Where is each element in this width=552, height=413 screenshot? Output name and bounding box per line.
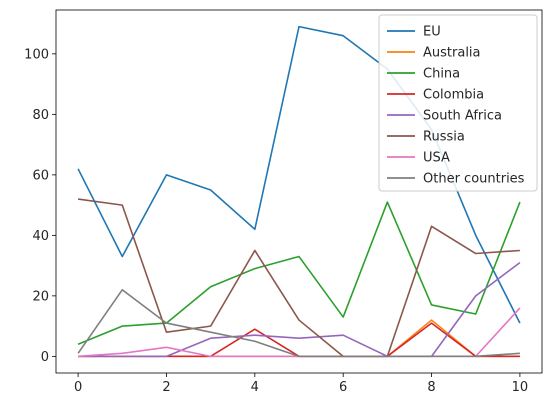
y-tick-label: 20 xyxy=(32,289,49,304)
legend-label: Russia xyxy=(423,130,465,145)
x-tick-label: 4 xyxy=(251,380,259,395)
y-tick-label: 40 xyxy=(32,229,49,244)
legend-label: Other countries xyxy=(423,172,525,187)
series-line-russia xyxy=(77,198,520,358)
legend-label: Colombia xyxy=(423,88,484,103)
legend-label: South Africa xyxy=(423,109,502,124)
y-tick-label: 100 xyxy=(24,47,49,62)
x-axis-ticks: 0 2 4 6 8 10 xyxy=(74,373,528,395)
legend-box xyxy=(378,14,538,192)
legend-label: Australia xyxy=(423,46,481,61)
legend: EU Australia China Colombia South Africa Russ… xyxy=(378,14,538,192)
x-tick-label: 8 xyxy=(427,380,435,395)
y-axis-ticks: 0 20 40 60 80 100 xyxy=(24,47,56,365)
y-tick-label: 80 xyxy=(32,108,49,123)
y-tick-label: 60 xyxy=(32,168,49,183)
series-line-south-africa xyxy=(78,261,521,358)
x-tick-label: 6 xyxy=(339,380,347,395)
x-tick-label: 10 xyxy=(512,380,529,395)
legend-label: EU xyxy=(423,25,441,40)
x-tick-label: 2 xyxy=(162,380,170,395)
series-line-china xyxy=(77,201,521,345)
x-tick-label: 0 xyxy=(74,380,82,395)
y-tick-label: 0 xyxy=(41,350,49,365)
plot-frame xyxy=(55,9,543,374)
legend-label: USA xyxy=(423,151,450,166)
series-line-usa xyxy=(78,307,521,358)
series-line-other-countries xyxy=(77,289,520,358)
legend-label: China xyxy=(423,67,460,82)
series-line-colombia xyxy=(78,322,520,358)
